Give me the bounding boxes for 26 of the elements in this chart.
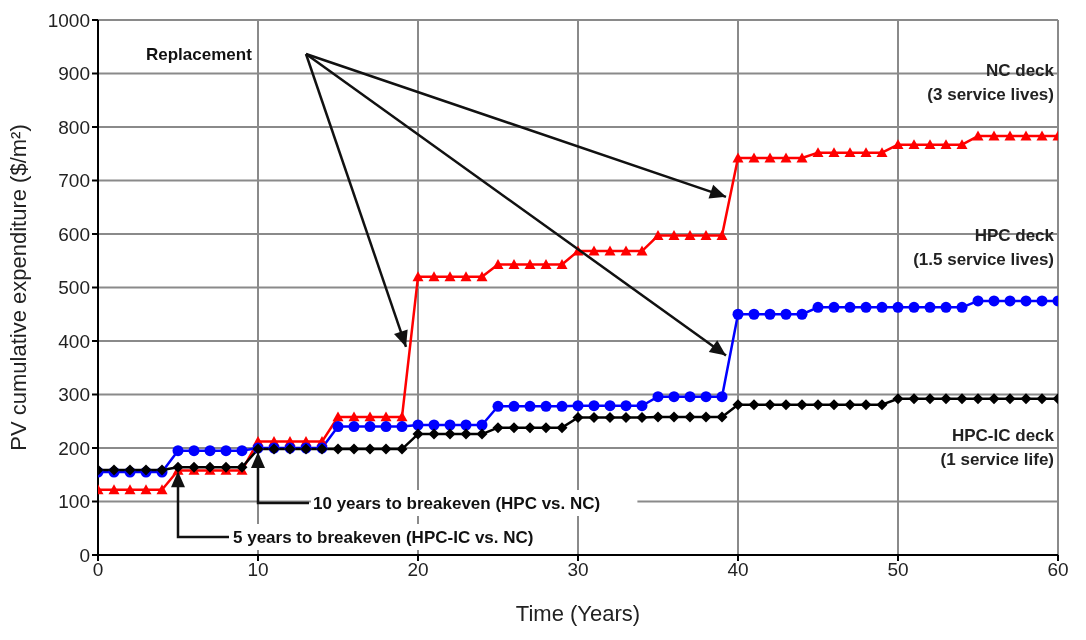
x-tick-label: 40 xyxy=(727,559,749,581)
y-tick-label: 600 xyxy=(58,223,90,245)
x-tick-label: 60 xyxy=(1047,559,1069,581)
series-label: NC deck (3 service lives) xyxy=(927,61,1055,105)
y-tick-label: 100 xyxy=(58,491,90,513)
y-tick-label: 800 xyxy=(58,116,90,138)
x-tick-label: 50 xyxy=(887,559,909,581)
y-tick-label: 0 xyxy=(79,544,90,566)
y-tick-label: 500 xyxy=(58,277,90,299)
y-tick-label: 200 xyxy=(58,437,90,459)
annotation: 5 years to breakeven (HPC-IC vs. NC) xyxy=(233,528,534,547)
y-tick-label: 900 xyxy=(58,63,90,85)
x-tick-label: 20 xyxy=(407,559,429,581)
annotation: 10 years to breakeven (HPC vs. NC) xyxy=(313,494,601,513)
y-axis-title: PV cumulative expenditure ($/m²) xyxy=(5,124,31,451)
annotation: Replacement xyxy=(146,45,253,64)
y-tick-label: 700 xyxy=(58,170,90,192)
y-tick-label: 400 xyxy=(58,330,90,352)
y-tick-label: 1000 xyxy=(47,9,90,31)
x-axis-title: Time (Years) xyxy=(515,601,641,626)
x-tick-label: 0 xyxy=(92,559,104,581)
x-tick-label: 30 xyxy=(567,559,589,581)
x-tick-label: 10 xyxy=(247,559,269,581)
series-label: HPC deck (1.5 service lives) xyxy=(913,225,1055,269)
y-tick-label: 300 xyxy=(58,384,90,406)
series-label: HPC-IC deck (1 service life) xyxy=(940,425,1055,469)
